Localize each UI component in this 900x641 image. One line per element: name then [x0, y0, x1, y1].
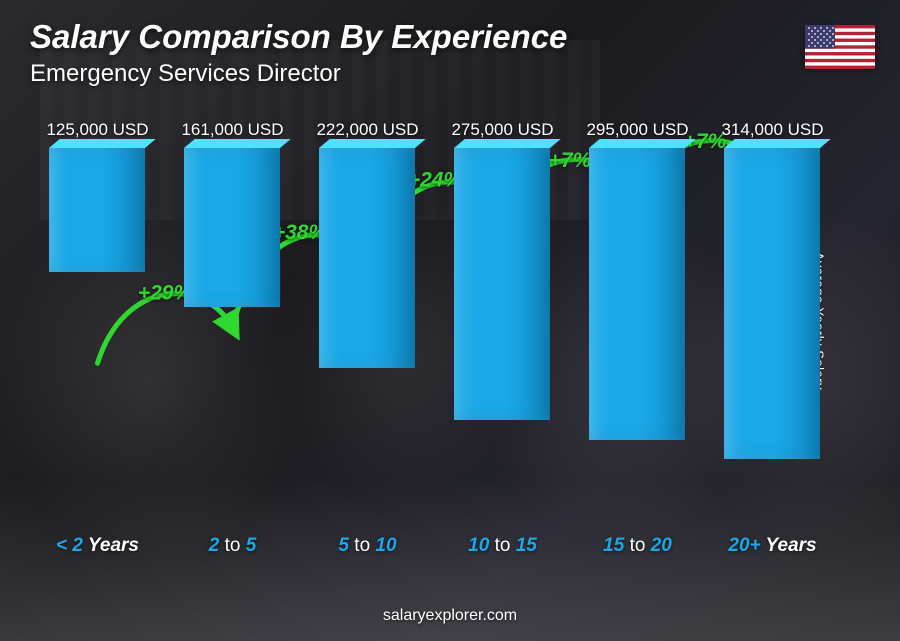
bar [454, 148, 550, 420]
chart-title: Salary Comparison By Experience [30, 18, 567, 56]
flag-icon [805, 25, 875, 69]
bar-value: 161,000 USD [181, 120, 283, 140]
bar-value: 125,000 USD [46, 120, 148, 140]
chart-subtitle: Emergency Services Director [30, 60, 341, 88]
bar [319, 148, 415, 368]
bar [589, 148, 685, 440]
bar-label: 15 to 20 [603, 535, 672, 557]
bar-label: < 2 Years [56, 535, 139, 557]
footer-credit: salaryexplorer.com [383, 607, 517, 625]
bar-label: 2 to 5 [209, 535, 257, 557]
chart-container: Salary Comparison By Experience Emergenc… [0, 0, 900, 641]
bar-group: 161,000 USD2 to 5 [165, 120, 300, 521]
bar-value: 295,000 USD [586, 120, 688, 140]
bar-group: 314,000 USD20+ Years [705, 120, 840, 521]
bar-value: 222,000 USD [316, 120, 418, 140]
bar-group: 125,000 USD< 2 Years [30, 120, 165, 521]
bar-label: 10 to 15 [468, 535, 537, 557]
bar [49, 148, 145, 272]
bar-value: 275,000 USD [451, 120, 553, 140]
chart-area: +29%+38%+24%+7%+7% 125,000 USD< 2 Years1… [30, 120, 840, 561]
bar-value: 314,000 USD [721, 120, 823, 140]
bar-group: 295,000 USD15 to 20 [570, 120, 705, 521]
bars-row: 125,000 USD< 2 Years161,000 USD2 to 5222… [30, 120, 840, 521]
bar [724, 148, 820, 459]
bar-group: 222,000 USD5 to 10 [300, 120, 435, 521]
bar-group: 275,000 USD10 to 15 [435, 120, 570, 521]
bar-label: 20+ Years [728, 535, 816, 557]
bar-label: 5 to 10 [338, 535, 396, 557]
bar [184, 148, 280, 307]
